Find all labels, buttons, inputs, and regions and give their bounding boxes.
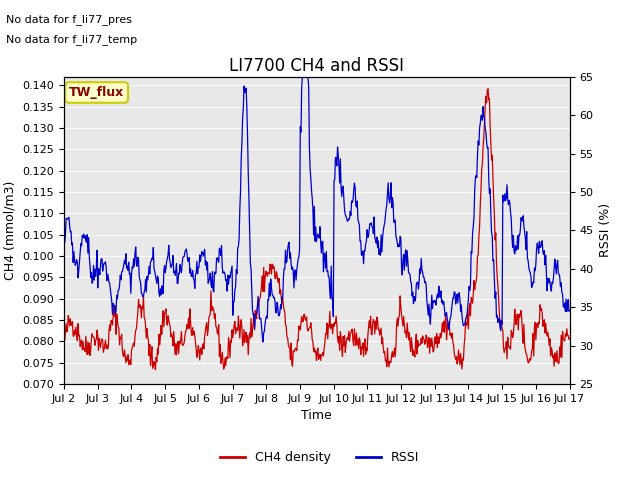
Text: No data for f_li77_temp: No data for f_li77_temp: [6, 34, 138, 45]
Title: LI7700 CH4 and RSSI: LI7700 CH4 and RSSI: [229, 57, 404, 75]
X-axis label: Time: Time: [301, 409, 332, 422]
Y-axis label: CH4 (mmol/m3): CH4 (mmol/m3): [4, 180, 17, 280]
Legend: CH4 density, RSSI: CH4 density, RSSI: [216, 446, 424, 469]
Y-axis label: RSSI (%): RSSI (%): [599, 204, 612, 257]
Text: No data for f_li77_pres: No data for f_li77_pres: [6, 14, 132, 25]
Text: TW_flux: TW_flux: [69, 86, 124, 99]
